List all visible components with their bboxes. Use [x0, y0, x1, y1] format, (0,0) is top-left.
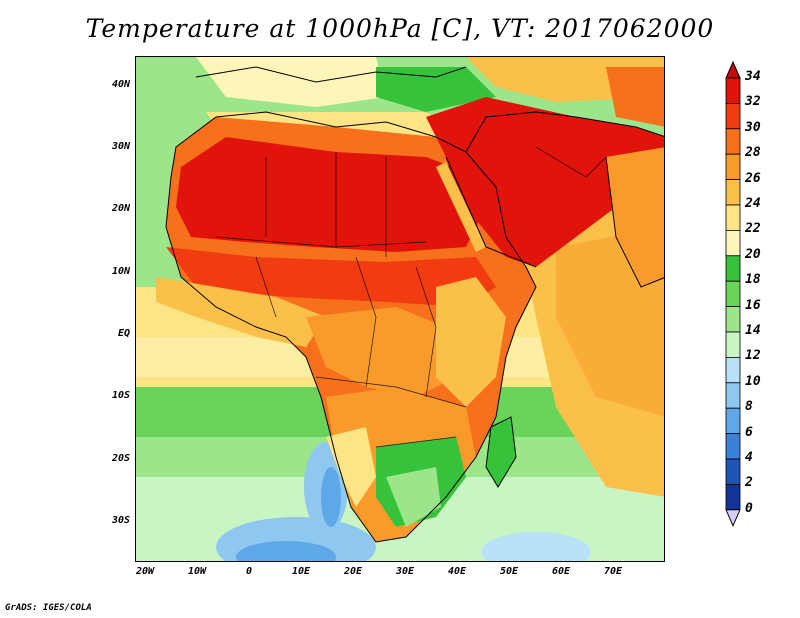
colorbar-box	[725, 255, 741, 282]
lat-label-30n: 30N	[111, 141, 130, 152]
colorbar-box	[725, 77, 741, 104]
colorbar-label: 18	[745, 272, 761, 288]
colorbar-box	[725, 204, 741, 231]
colorbar-label: 0	[745, 500, 753, 516]
colorbar-box	[725, 433, 741, 460]
colorbar-box	[725, 128, 741, 155]
lat-label-40n: 40N	[111, 79, 130, 90]
colorbar-label: 20	[745, 246, 761, 262]
colorbar-box	[725, 179, 741, 206]
colorbar-label: 4	[745, 450, 753, 465]
colorbar-under-triangle	[725, 509, 741, 528]
lon-label-10e: 10E	[291, 566, 311, 577]
colorbar-label: 10	[745, 373, 761, 389]
colorbar-box	[725, 331, 741, 358]
lon-label-10w: 10W	[187, 566, 207, 577]
lat-label-eq: EQ	[117, 328, 130, 339]
lon-label-40e: 40E	[447, 566, 467, 577]
colorbar-box	[725, 407, 741, 435]
colorbar-box	[725, 103, 741, 130]
colorbar-label: 26	[745, 170, 761, 186]
colorbar-box	[725, 306, 741, 333]
lon-label-20w: 20W	[135, 566, 155, 577]
colorbar-label: 32	[745, 94, 761, 110]
colorbar-box	[725, 356, 741, 384]
colorbar-label: 6	[745, 424, 753, 440]
lon-label-60e: 60E	[551, 566, 571, 577]
colorbar-box	[725, 483, 741, 511]
colorbar-box	[725, 280, 741, 308]
colorbar-box	[725, 382, 741, 409]
colorbar-label: 24	[745, 196, 761, 211]
colorbar-box	[725, 153, 741, 180]
lon-label-50e: 50E	[499, 566, 519, 577]
colorbar-label: 16	[745, 297, 761, 313]
lon-label-30e: 30E	[395, 566, 415, 577]
colorbar-label: 22	[745, 221, 761, 237]
colorbar-label: 2	[745, 475, 753, 491]
colorbar-label: 30	[745, 119, 761, 135]
colorbar-label: 12	[745, 348, 761, 364]
colorbar-label: 34	[745, 69, 761, 84]
colorbar-box	[725, 458, 741, 485]
lat-label-30s: 30S	[111, 515, 130, 526]
lon-label-70e: 70E	[603, 566, 623, 577]
colorbar-label: 14	[745, 323, 761, 338]
lon-label-20e: 20E	[343, 566, 363, 577]
map-title: Temperature at 1000hPa [C], VT: 20170620…	[85, 14, 715, 43]
lat-label-20n: 20N	[111, 203, 130, 214]
colorbar-label: 28	[745, 145, 761, 161]
lat-label-10s: 10S	[111, 390, 130, 401]
lat-label-20s: 20S	[111, 453, 130, 464]
lon-label-0: 0	[245, 566, 253, 577]
lat-label-10n: 10N	[111, 266, 130, 277]
colorbar-over-triangle	[725, 60, 741, 79]
grads-credit: GrADS: IGES/COLA	[5, 603, 92, 613]
colorbar-box	[725, 229, 741, 257]
temperature-map	[135, 56, 665, 562]
colorbar-label: 8	[745, 399, 753, 415]
